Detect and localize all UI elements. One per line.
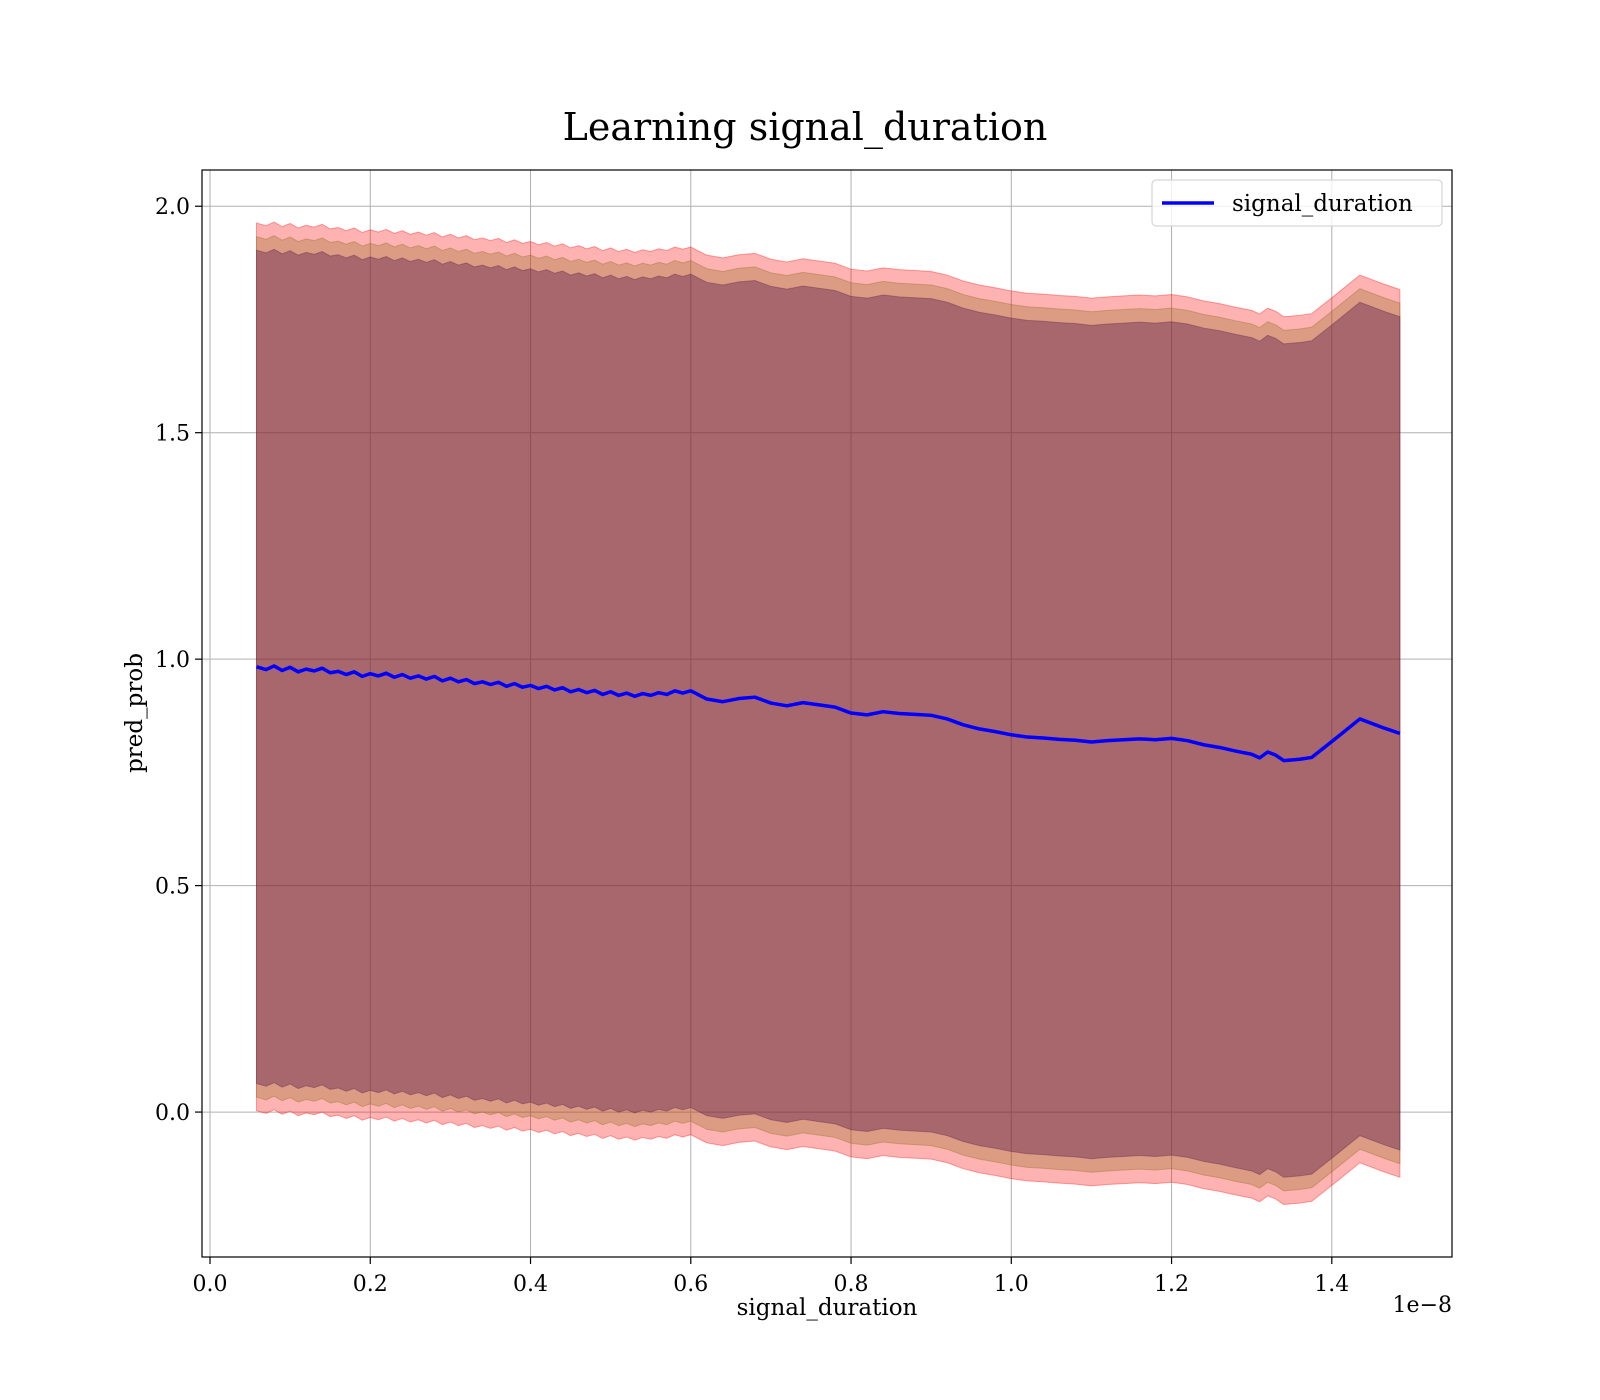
x-tick-label: 0.0 <box>193 1272 228 1297</box>
x-tick-label: 0.8 <box>834 1272 869 1297</box>
x-axis-offset-label: 1e−8 <box>1393 1293 1452 1318</box>
x-tick-label: 1.0 <box>994 1272 1029 1297</box>
band-mid <box>255 235 1401 1192</box>
x-tick-label: 0.6 <box>673 1272 708 1297</box>
x-axis-label: signal_duration <box>737 1295 918 1321</box>
series-lines <box>256 664 1401 763</box>
y-tick-label: 1.0 <box>155 648 190 673</box>
legend: signal_duration <box>1151 179 1443 227</box>
y-tick-label: 0.0 <box>155 1101 190 1126</box>
x-tick-label: 1.2 <box>1154 1272 1189 1297</box>
band-inner <box>255 248 1401 1178</box>
chart-title: Learning signal_duration <box>563 105 1048 150</box>
grid <box>202 170 1452 1257</box>
x-tick-label: 1.4 <box>1314 1272 1349 1297</box>
x-tick-label: 0.4 <box>513 1272 548 1297</box>
legend-box <box>1151 179 1443 227</box>
series-line-signal-duration <box>256 664 1401 763</box>
plot-frame <box>201 169 1453 1258</box>
band-outer <box>255 221 1401 1205</box>
confidence-bands <box>255 221 1401 1205</box>
legend-label: signal_duration <box>1232 191 1413 217</box>
y-tick-label: 2.0 <box>155 195 190 220</box>
y-tick-label: 0.5 <box>155 875 190 900</box>
x-tick-label: 0.2 <box>353 1272 388 1297</box>
axis-ticks: 0.0 0.2 0.4 0.6 0.8 1.0 1.2 1.4 0.0 0.5 1.0 1.5 2.0 <box>155 195 1349 1297</box>
y-tick-label: 1.5 <box>155 422 190 447</box>
y-axis-label: pred_prob <box>122 653 148 773</box>
